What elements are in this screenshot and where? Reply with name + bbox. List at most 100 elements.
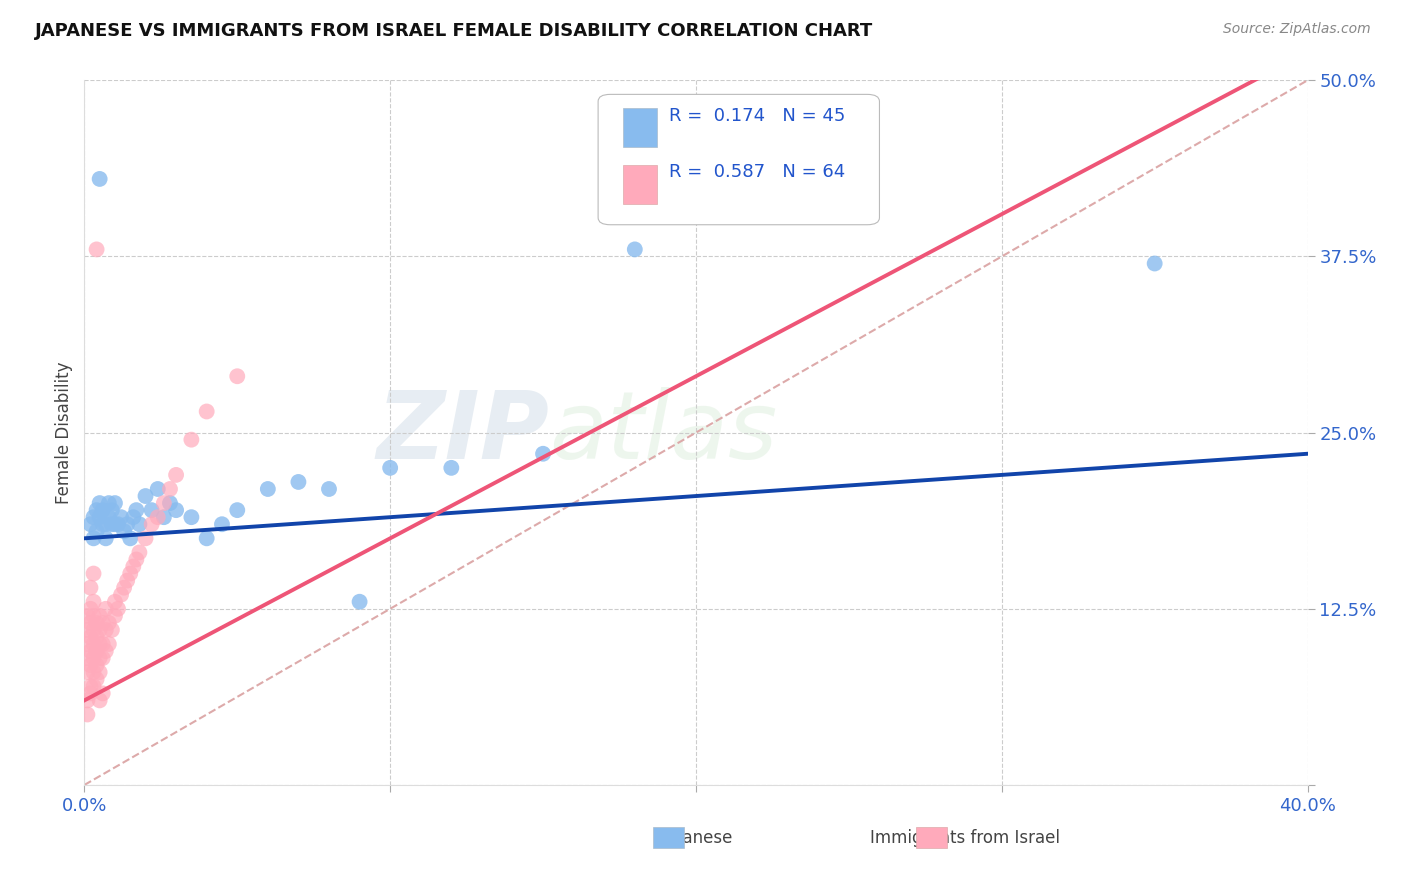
Point — [79, 686, 101, 700]
Point — [79, 615, 101, 630]
Point — [531, 447, 554, 461]
Text: R =  0.174   N = 45: R = 0.174 N = 45 — [669, 106, 845, 125]
Point — [104, 496, 127, 510]
Y-axis label: Female Disability: Female Disability — [55, 361, 73, 504]
Point — [128, 517, 150, 532]
Point — [318, 482, 340, 496]
Point — [76, 623, 98, 637]
Bar — [623, 109, 657, 147]
Point — [79, 581, 101, 595]
Point — [89, 496, 111, 510]
Point — [83, 637, 105, 651]
Point — [195, 532, 218, 546]
Point — [76, 608, 98, 623]
Point — [104, 595, 127, 609]
Point — [86, 673, 108, 687]
Point — [83, 595, 105, 609]
Point — [104, 608, 127, 623]
Point — [107, 601, 129, 615]
Point — [107, 517, 129, 532]
Text: ZIP: ZIP — [377, 386, 550, 479]
Point — [287, 475, 309, 489]
Text: atlas: atlas — [550, 387, 778, 478]
Point — [94, 623, 117, 637]
Point — [89, 608, 111, 623]
Point — [120, 566, 142, 581]
Point — [89, 693, 111, 707]
Point — [122, 559, 145, 574]
Point — [89, 637, 111, 651]
Bar — [917, 827, 946, 848]
Point — [226, 503, 249, 517]
Point — [115, 517, 138, 532]
Point — [76, 665, 98, 680]
Point — [86, 524, 108, 539]
Point — [79, 630, 101, 644]
Point — [83, 566, 105, 581]
Point — [79, 601, 101, 615]
Point — [76, 707, 98, 722]
Point — [86, 503, 108, 517]
Point — [89, 172, 111, 186]
Bar — [654, 827, 683, 848]
Point — [97, 637, 120, 651]
Point — [112, 581, 135, 595]
Point — [122, 510, 145, 524]
Point — [110, 588, 132, 602]
Point — [79, 679, 101, 693]
Point — [159, 482, 181, 496]
Point — [83, 510, 105, 524]
Point — [97, 496, 120, 510]
Point — [79, 517, 101, 532]
Point — [91, 637, 114, 651]
Point — [380, 460, 402, 475]
Point — [146, 482, 169, 496]
Point — [79, 644, 101, 658]
Point — [115, 574, 138, 588]
Point — [76, 651, 98, 665]
Point — [86, 243, 108, 257]
Point — [135, 532, 157, 546]
Point — [89, 665, 111, 680]
Point — [91, 503, 114, 517]
Point — [110, 510, 132, 524]
Bar — [623, 165, 657, 203]
Point — [141, 503, 163, 517]
Point — [86, 630, 108, 644]
Point — [94, 644, 117, 658]
Point — [104, 517, 127, 532]
Point — [83, 608, 105, 623]
Point — [91, 686, 114, 700]
Point — [101, 517, 124, 532]
Point — [86, 644, 108, 658]
Point — [211, 517, 233, 532]
Point — [146, 510, 169, 524]
Point — [165, 503, 187, 517]
Point — [94, 532, 117, 546]
Point — [76, 693, 98, 707]
Point — [135, 489, 157, 503]
Point — [89, 623, 111, 637]
Point — [79, 658, 101, 673]
Point — [83, 651, 105, 665]
Point — [91, 517, 114, 532]
Point — [89, 510, 111, 524]
Point — [101, 623, 124, 637]
Point — [97, 510, 120, 524]
Point — [1143, 256, 1166, 270]
Point — [112, 524, 135, 539]
Point — [180, 433, 202, 447]
Point — [226, 369, 249, 384]
Point — [94, 517, 117, 532]
Text: Japanese: Japanese — [658, 829, 734, 847]
Point — [195, 404, 218, 418]
Point — [83, 623, 105, 637]
Point — [153, 496, 176, 510]
Point — [86, 658, 108, 673]
Point — [86, 615, 108, 630]
Text: Immigrants from Israel: Immigrants from Israel — [870, 829, 1060, 847]
Point — [153, 510, 176, 524]
Point — [91, 651, 114, 665]
Point — [440, 460, 463, 475]
Text: JAPANESE VS IMMIGRANTS FROM ISRAEL FEMALE DISABILITY CORRELATION CHART: JAPANESE VS IMMIGRANTS FROM ISRAEL FEMAL… — [35, 22, 873, 40]
